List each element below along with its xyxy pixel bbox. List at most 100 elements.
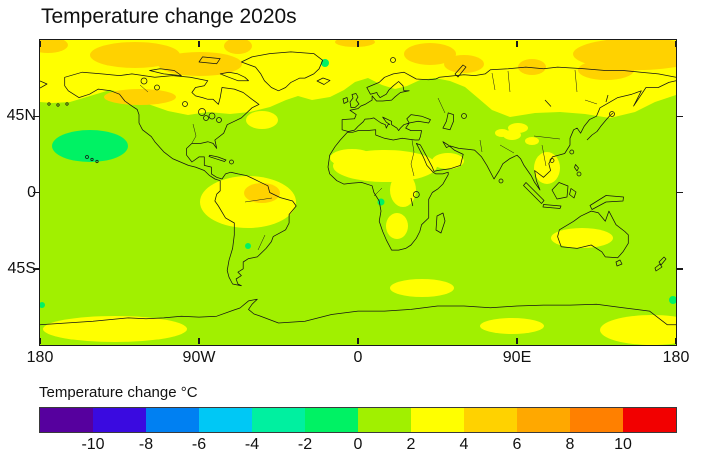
x-tick-label: 180 <box>662 349 690 366</box>
colorbar-segment-5 <box>252 408 305 432</box>
river-mississippi <box>191 123 197 144</box>
colorbar-tick-label: -4 <box>244 436 260 453</box>
river-yangtze <box>533 135 561 140</box>
y-tick-left <box>33 268 39 270</box>
coast-java <box>542 204 562 209</box>
x-tick-top <box>516 41 518 47</box>
x-tick-label: 90E <box>502 349 532 366</box>
river-lena <box>574 69 578 93</box>
y-tick-right <box>677 268 683 270</box>
colorbar-tick-label: 2 <box>406 436 416 453</box>
amazon-hotspot <box>244 183 280 203</box>
river-mackenzie <box>139 84 149 93</box>
river-volga <box>437 97 446 114</box>
x-tick-label: 0 <box>353 349 363 366</box>
coast-greenland <box>241 51 324 92</box>
colorbar-tick-label: -6 <box>191 436 207 453</box>
rivers <box>139 69 598 251</box>
coast-taiwan <box>569 149 575 155</box>
colorbar-segment-1 <box>40 408 93 432</box>
lake-victoria <box>412 191 420 198</box>
coast-sri-lanka <box>498 178 504 184</box>
colorbar-segment-3 <box>146 408 199 432</box>
colorbar-segment-12 <box>623 408 676 432</box>
coast-antarctica <box>40 298 676 326</box>
river-ob <box>491 72 496 91</box>
coast-baffin <box>219 71 249 82</box>
coast-ellesmere <box>198 56 221 65</box>
colorbar-segment-6 <box>305 408 358 432</box>
colorbar-tick-label: 0 <box>353 436 363 453</box>
world-map <box>40 40 676 345</box>
coast-ireland <box>342 97 349 104</box>
coastlines <box>40 51 676 326</box>
coast-hokkaido <box>609 111 615 117</box>
aleutian-islands <box>47 102 69 107</box>
colorbar-segment-4 <box>199 408 252 432</box>
map-axes <box>39 39 677 346</box>
y-tick-label: 45S <box>7 259 36 277</box>
y-tick-right <box>677 115 683 117</box>
coast-new-zealand-south <box>654 263 663 272</box>
y-tick-label: 0 <box>27 183 36 201</box>
great-lakes <box>198 108 222 123</box>
x-tick-top <box>39 41 41 47</box>
river-nile <box>410 139 415 177</box>
coast-eurafrica <box>327 66 676 251</box>
x-tick-top <box>357 41 359 47</box>
coast-cuba <box>208 154 227 162</box>
river-congo <box>373 187 383 197</box>
colorbar-tick-label: 10 <box>614 436 632 453</box>
lake-black-sea <box>406 114 431 124</box>
coast-victoria-island <box>149 68 182 76</box>
river-mekong <box>541 144 547 167</box>
coast-iceland <box>316 77 331 85</box>
colorbar-tick-label: 6 <box>512 436 522 453</box>
coast-americas <box>64 71 297 287</box>
colorbar-segment-10 <box>517 408 570 432</box>
colorbar-title: Temperature change °C <box>39 384 198 401</box>
colorbar-segment-8 <box>411 408 464 432</box>
x-tick-bottom <box>675 338 677 344</box>
coast-luzon <box>574 164 579 172</box>
coast-uk <box>349 93 360 108</box>
colorbar-segment-7 <box>358 408 411 432</box>
x-tick-bottom <box>198 338 200 344</box>
lake-caspian <box>442 112 454 131</box>
page-title: Temperature change 2020s <box>41 5 297 28</box>
coast-hainan <box>549 158 555 163</box>
colorbar-tick-label: -8 <box>138 436 154 453</box>
river-amur <box>584 99 598 105</box>
colorbar-tick-label: -2 <box>297 436 313 453</box>
x-tick-label: 90W <box>182 349 216 366</box>
warm-patches <box>43 111 676 345</box>
hawaii-islands <box>85 155 99 164</box>
y-tick-left <box>33 191 39 194</box>
y-tick-left <box>33 115 39 117</box>
coast-sakhalin <box>605 94 609 103</box>
coast-madagascar <box>435 212 446 234</box>
river-parana <box>257 234 266 251</box>
x-tick-label: 180 <box>26 349 54 366</box>
temperature-field <box>40 40 676 345</box>
coast-mindanao <box>576 171 582 177</box>
lake-baikal <box>544 99 552 107</box>
arctic-hotspots <box>40 40 676 105</box>
coast-tasmania <box>615 259 623 267</box>
colorbar <box>39 407 677 433</box>
colorbar-segment-9 <box>464 408 517 432</box>
coast-novaya-zemlya <box>454 64 467 78</box>
x-tick-top <box>675 41 677 47</box>
cool-spots <box>40 59 676 308</box>
river-ganges <box>499 144 515 154</box>
colorbar-segment-11 <box>570 408 623 432</box>
colorbar-tick-label: 8 <box>565 436 575 453</box>
coast-chukotka-fragment <box>40 80 48 89</box>
x-tick-top <box>198 41 200 47</box>
lake-aral <box>461 113 467 119</box>
x-tick-bottom <box>357 338 359 344</box>
lake-tanganyika <box>410 197 414 207</box>
coast-borneo <box>551 182 569 200</box>
coast-svalbard <box>390 57 396 63</box>
